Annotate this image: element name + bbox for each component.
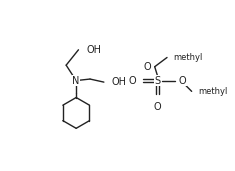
Text: methyl: methyl bbox=[173, 53, 203, 62]
Text: O: O bbox=[143, 62, 151, 72]
Text: OH: OH bbox=[86, 45, 101, 55]
Text: N: N bbox=[72, 76, 80, 86]
Text: S: S bbox=[155, 76, 161, 86]
Text: methyl: methyl bbox=[198, 87, 227, 96]
Text: OH: OH bbox=[112, 77, 127, 87]
Text: O: O bbox=[129, 76, 136, 86]
Text: O: O bbox=[154, 102, 162, 112]
Text: O: O bbox=[179, 76, 186, 86]
